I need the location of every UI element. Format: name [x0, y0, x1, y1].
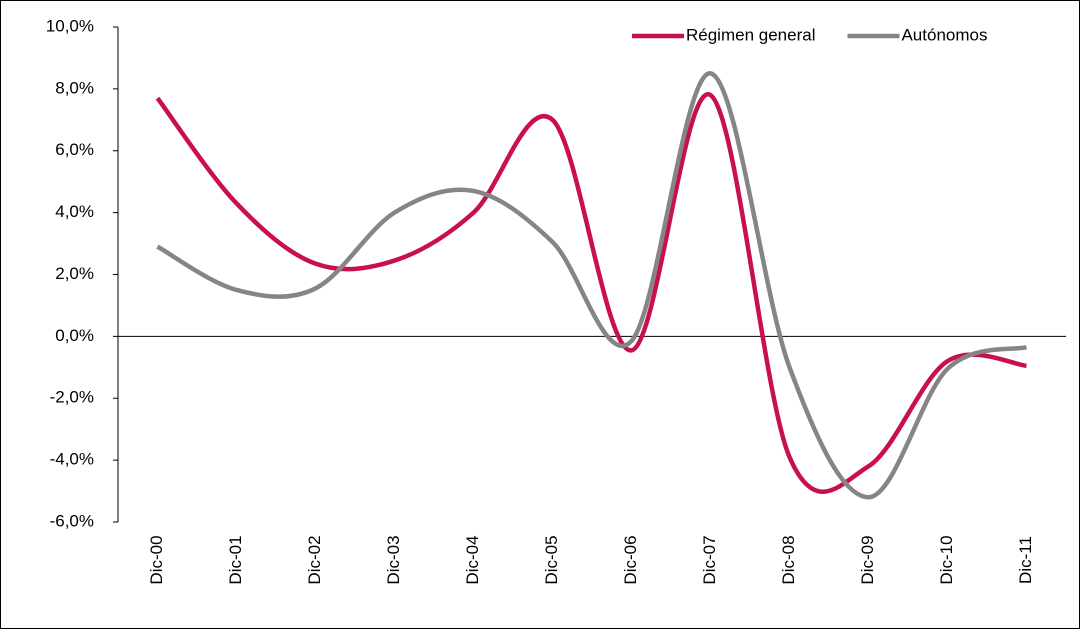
x-tick-label: Dic-06 [621, 535, 640, 584]
x-tick-label: Dic-05 [542, 535, 561, 584]
series-line [156, 71, 1028, 500]
y-tick-label: -2,0% [50, 388, 94, 407]
x-tick-label: Dic-08 [779, 535, 798, 584]
x-tick-label: Dic-04 [463, 535, 482, 584]
legend-label: Autónomos [901, 25, 987, 44]
y-tick-label: -4,0% [50, 450, 94, 469]
y-tick-label: 0,0% [55, 326, 94, 345]
y-tick-label: 8,0% [55, 78, 94, 97]
x-tick-label: Dic-03 [384, 535, 403, 584]
x-tick-label: Dic-09 [858, 535, 877, 584]
legend-label: Régimen general [686, 25, 815, 44]
x-tick-label: Dic-02 [305, 535, 324, 584]
x-tick-label: Dic-07 [700, 535, 719, 584]
x-tick-label: Dic-00 [147, 535, 166, 584]
x-tick-label: Dic-11 [1016, 536, 1035, 584]
x-tick-label: Dic-01 [226, 535, 245, 584]
y-tick-label: -6,0% [50, 511, 94, 530]
series-line [155, 92, 1027, 494]
x-tick-label: Dic-10 [937, 535, 956, 584]
y-tick-label: 10,0% [46, 16, 94, 35]
y-tick-label: 2,0% [55, 264, 94, 283]
y-tick-label: 6,0% [55, 140, 94, 159]
y-tick-label: 4,0% [55, 202, 94, 221]
